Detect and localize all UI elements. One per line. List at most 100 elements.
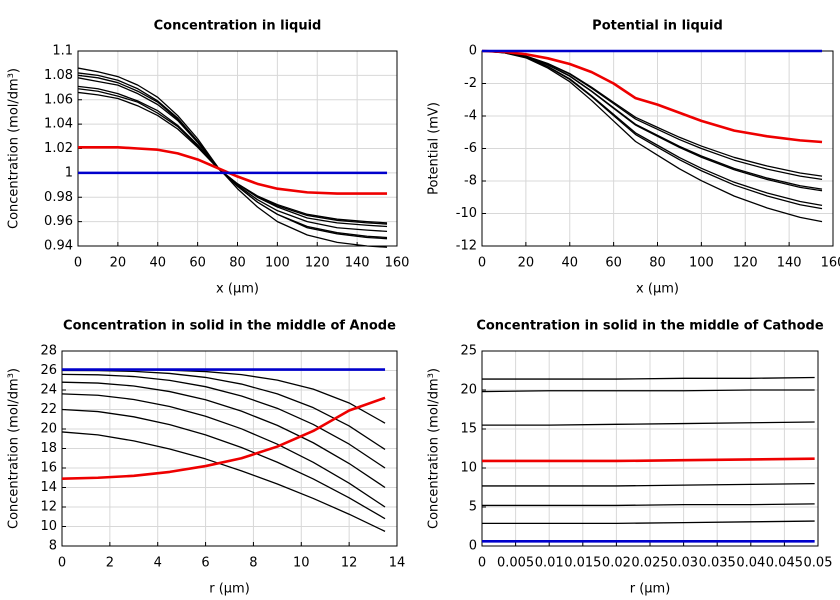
data-line bbox=[61, 393, 386, 508]
y-tick-label: 1.02 bbox=[44, 141, 73, 156]
y-tick-label: -8 bbox=[464, 174, 477, 189]
x-tick-label: 14 bbox=[389, 556, 406, 571]
chart-title: Concentration in solid in the middle of … bbox=[476, 319, 824, 334]
data-line bbox=[482, 482, 815, 487]
data-line bbox=[78, 145, 388, 195]
data-line bbox=[481, 389, 815, 393]
data-line bbox=[77, 85, 388, 228]
x-tick-label: 120 bbox=[305, 256, 330, 271]
y-tick-label: 0.96 bbox=[44, 214, 73, 229]
data-line bbox=[481, 50, 823, 190]
y-axis-label: Concentration (mol/dm³) bbox=[7, 368, 22, 529]
y-tick-label: 16 bbox=[40, 461, 57, 476]
data-line bbox=[482, 520, 815, 525]
y-axis-label: Concentration (mol/dm³) bbox=[427, 368, 442, 529]
y-tick-label: 1.04 bbox=[44, 117, 73, 132]
y-tick-label: 1.06 bbox=[44, 92, 73, 107]
data-line bbox=[61, 381, 386, 489]
data-line bbox=[482, 503, 815, 507]
y-tick-label: 20 bbox=[460, 383, 477, 398]
y-tick-label: 15 bbox=[460, 422, 477, 437]
x-tick-label: 80 bbox=[649, 256, 666, 271]
chart-title: Concentration in liquid bbox=[154, 19, 322, 34]
data-line bbox=[482, 457, 815, 463]
y-tick-label: 0 bbox=[469, 539, 477, 554]
x-tick-label: 0.02 bbox=[602, 556, 631, 571]
x-tick-label: 0.025 bbox=[631, 556, 668, 571]
data-line bbox=[481, 50, 823, 210]
y-axis-label: Potential (mV) bbox=[427, 102, 442, 195]
y-tick-label: 22 bbox=[40, 402, 57, 417]
x-tick-label: 140 bbox=[345, 256, 370, 271]
x-tick-label: 12 bbox=[341, 556, 358, 571]
chart-title: Concentration in solid in the middle of … bbox=[63, 319, 396, 334]
x-tick-label: 2 bbox=[106, 556, 114, 571]
x-tick-label: 160 bbox=[821, 256, 840, 271]
data-line bbox=[481, 50, 823, 181]
data-line bbox=[481, 50, 823, 207]
x-tick-label: 0.045 bbox=[766, 556, 803, 571]
plot-frame bbox=[481, 350, 819, 547]
y-tick-label: 0 bbox=[469, 44, 477, 59]
x-tick-label: 160 bbox=[385, 256, 410, 271]
y-tick-label: -10 bbox=[456, 206, 477, 221]
x-tick-label: 0 bbox=[58, 556, 66, 571]
x-tick-label: 100 bbox=[689, 256, 714, 271]
x-tick-label: 40 bbox=[561, 256, 578, 271]
y-tick-label: 10 bbox=[40, 519, 57, 534]
y-tick-label: 18 bbox=[40, 441, 57, 456]
y-tick-label: 10 bbox=[460, 461, 477, 476]
data-line bbox=[482, 376, 815, 380]
plot-frame bbox=[61, 350, 398, 547]
x-tick-label: 60 bbox=[605, 256, 622, 271]
x-axis-label: x (µm) bbox=[636, 282, 679, 297]
y-tick-label: 0.94 bbox=[44, 239, 73, 254]
x-tick-label: 0.015 bbox=[564, 556, 601, 571]
y-tick-label: 5 bbox=[469, 500, 477, 515]
y-tick-label: 1.1 bbox=[52, 44, 73, 59]
x-tick-label: 6 bbox=[201, 556, 209, 571]
data-line bbox=[61, 369, 386, 451]
y-axis-label: Concentration (mol/dm³) bbox=[7, 68, 22, 229]
data-line bbox=[482, 421, 815, 426]
data-line bbox=[61, 373, 386, 469]
y-tick-label: 14 bbox=[40, 480, 57, 495]
y-tick-label: 26 bbox=[40, 363, 57, 378]
x-axis-label: r (µm) bbox=[630, 582, 671, 597]
y-tick-label: 25 bbox=[460, 344, 477, 359]
x-tick-label: 80 bbox=[229, 256, 246, 271]
x-tick-label: 8 bbox=[249, 556, 257, 571]
y-tick-label: -4 bbox=[464, 109, 477, 124]
x-axis-label: r (µm) bbox=[209, 582, 250, 597]
x-tick-label: 140 bbox=[777, 256, 802, 271]
x-tick-label: 0 bbox=[478, 556, 486, 571]
y-tick-label: 24 bbox=[40, 383, 57, 398]
x-tick-label: 0.05 bbox=[804, 556, 833, 571]
x-tick-label: 40 bbox=[149, 256, 166, 271]
x-tick-label: 60 bbox=[189, 256, 206, 271]
chart-title: Potential in liquid bbox=[592, 19, 723, 34]
y-tick-label: 28 bbox=[40, 344, 57, 359]
x-tick-label: 120 bbox=[733, 256, 758, 271]
x-tick-label: 10 bbox=[293, 556, 310, 571]
y-tick-label: 8 bbox=[49, 539, 57, 554]
x-tick-label: 4 bbox=[154, 556, 162, 571]
data-line bbox=[481, 50, 823, 192]
x-tick-label: 0 bbox=[74, 256, 82, 271]
x-axis-label: x (µm) bbox=[216, 282, 259, 297]
y-tick-label: -2 bbox=[464, 76, 477, 91]
x-tick-label: 0.035 bbox=[699, 556, 736, 571]
x-tick-label: 20 bbox=[518, 256, 535, 271]
y-tick-label: 12 bbox=[40, 500, 57, 515]
y-tick-label: -6 bbox=[464, 141, 477, 156]
data-line bbox=[61, 431, 386, 532]
x-tick-label: 0.01 bbox=[535, 556, 564, 571]
x-tick-label: 0.04 bbox=[736, 556, 765, 571]
data-line bbox=[61, 396, 386, 481]
y-tick-label: 1.08 bbox=[44, 68, 73, 83]
data-line bbox=[481, 49, 823, 144]
y-tick-label: 1 bbox=[65, 165, 73, 180]
data-line bbox=[77, 91, 388, 224]
x-tick-label: 0 bbox=[478, 256, 486, 271]
